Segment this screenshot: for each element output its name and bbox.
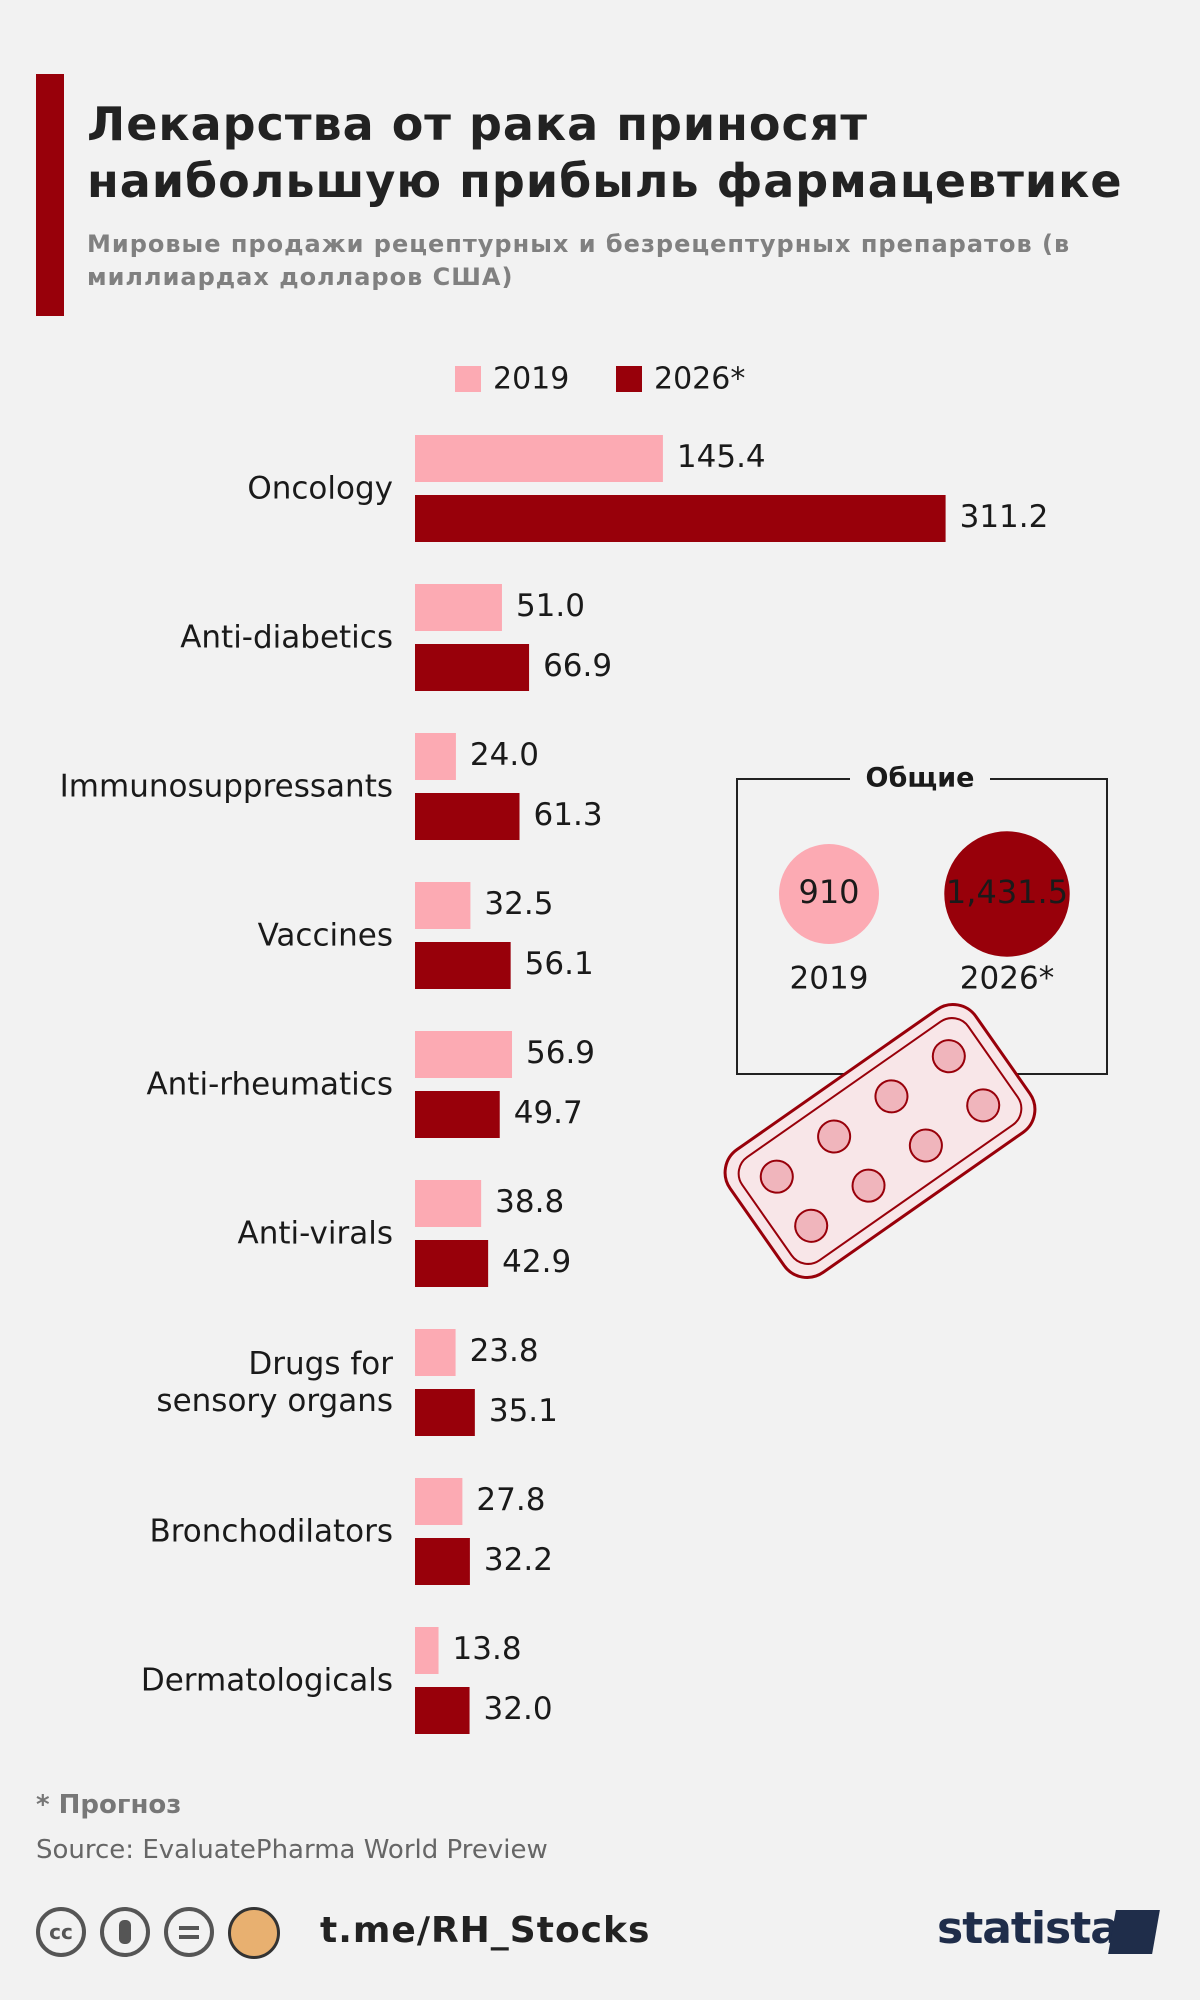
value-label: 13.8 [453, 1631, 522, 1667]
category-label: Anti-rheumatics [146, 1066, 393, 1102]
value-label: 66.9 [543, 648, 612, 684]
value-label: 311.2 [960, 499, 1049, 535]
value-label: 56.1 [525, 946, 594, 982]
value-label: 32.5 [484, 886, 553, 922]
bar [415, 1478, 463, 1525]
value-label: 56.9 [526, 1035, 595, 1071]
total-value: 910 [798, 873, 859, 911]
license-icons: cc [36, 1907, 280, 1959]
value-label: 145.4 [677, 439, 766, 475]
bar [415, 1538, 470, 1585]
legend-label: 2019 [493, 362, 569, 397]
bar [415, 1031, 513, 1078]
bar [415, 1329, 456, 1376]
value-label: 35.1 [489, 1393, 558, 1429]
value-label: 49.7 [514, 1095, 583, 1131]
chart-title: Лекарства от рака приносят наибольшую пр… [87, 97, 1123, 208]
bar [415, 584, 502, 631]
chart-subtitle: Мировые продажи рецептурных и безрецепту… [87, 230, 1071, 291]
total-bubble [944, 831, 1070, 957]
value-label: 51.0 [516, 588, 585, 624]
bar [415, 793, 520, 840]
bar [415, 1091, 500, 1138]
bar [415, 1180, 482, 1227]
brand-logo: statista [937, 1903, 1120, 1954]
category-label: Vaccines [257, 917, 393, 953]
accent-bar [36, 74, 64, 316]
value-label: 23.8 [470, 1333, 539, 1369]
pill-blister [723, 1003, 1037, 1279]
value-label: 42.9 [502, 1244, 571, 1280]
value-label: 61.3 [534, 797, 603, 833]
value-label: 24.0 [470, 737, 539, 773]
channel-link[interactable]: t.me/RH_Stocks [320, 1910, 651, 1951]
bar [415, 495, 946, 542]
bar [415, 435, 663, 482]
bar [415, 644, 530, 691]
totals-title-bg [850, 764, 990, 794]
bar [415, 1687, 470, 1734]
bar [415, 942, 511, 989]
source: Source: EvaluatePharma World Preview [36, 1835, 548, 1865]
footnote: * Прогноз [36, 1790, 182, 1820]
total-bubble [779, 844, 879, 944]
bar [415, 733, 456, 780]
category-label: Oncology [247, 470, 393, 506]
category-label: Bronchodilators [149, 1513, 393, 1549]
brand-icon [1108, 1910, 1160, 1954]
category-label: Dermatologicals [140, 1662, 393, 1698]
legend-swatch [455, 366, 481, 392]
total-label: 2026* [960, 961, 1054, 997]
category-label: Anti-diabetics [180, 619, 393, 655]
category-label: Immunosuppressants [59, 768, 393, 804]
total-value: 1,431.5 [946, 873, 1068, 911]
bar [415, 1627, 439, 1674]
totals-title: Общие [866, 763, 975, 794]
value-label: 32.0 [484, 1691, 553, 1727]
bar [415, 1240, 489, 1287]
value-label: 32.2 [484, 1542, 553, 1578]
category-label: Drugs for sensory organs [156, 1345, 393, 1419]
category-label: Anti-virals [237, 1215, 393, 1251]
value-label: 38.8 [495, 1184, 564, 1220]
total-label: 2019 [790, 961, 869, 997]
legend-label: 2026* [654, 362, 745, 397]
bar [415, 882, 471, 929]
bar [415, 1389, 475, 1436]
value-label: 27.8 [476, 1482, 545, 1518]
legend-swatch [616, 366, 642, 392]
